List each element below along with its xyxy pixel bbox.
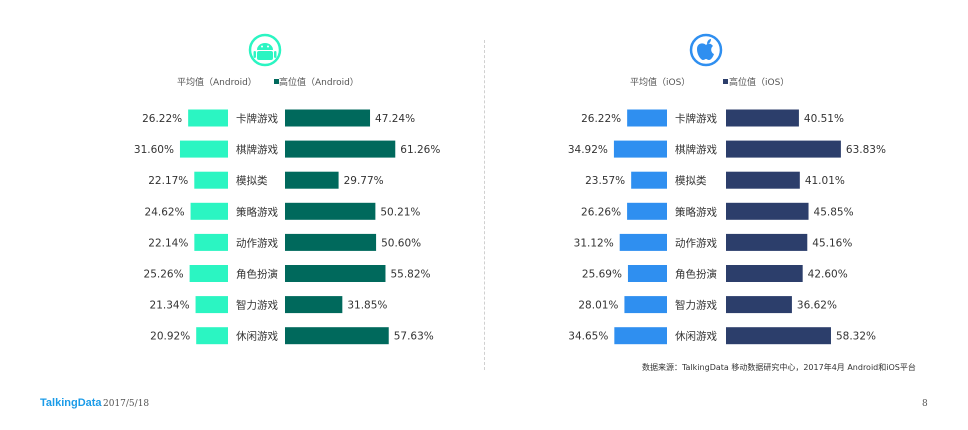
- avg-value-label-4: 22.14%: [148, 237, 188, 249]
- bar-avg-2: [631, 171, 667, 189]
- high-value-label-0: 40.51%: [804, 113, 844, 125]
- high-value-label-1: 63.83%: [846, 144, 886, 156]
- avg-value-label-3: 26.26%: [581, 206, 621, 218]
- bar-avg-4: [619, 233, 667, 251]
- avg-value-label-2: 23.57%: [585, 175, 625, 187]
- high-value-label-7: 58.32%: [836, 331, 876, 343]
- bar-avg-5: [189, 265, 228, 282]
- bar-avg-1: [613, 140, 667, 158]
- bar-avg-6: [624, 296, 667, 314]
- category-label-7: 休闲游戏: [236, 330, 278, 343]
- high-value-label-7: 57.63%: [394, 331, 434, 343]
- android-icon: [248, 33, 282, 67]
- bar-avg-3: [190, 202, 228, 220]
- bar-high-1: [726, 140, 841, 158]
- category-label-2: 模拟类: [675, 174, 707, 187]
- avg-value-label-4: 31.12%: [574, 237, 614, 249]
- high-value-label-5: 55.82%: [390, 269, 430, 281]
- category-label-5: 角色扮演: [675, 268, 717, 281]
- category-label-6: 智力游戏: [675, 299, 717, 312]
- legend-label-0: 平均值（iOS）: [630, 76, 690, 88]
- panel-divider: [484, 40, 485, 370]
- high-value-label-2: 29.77%: [344, 175, 384, 187]
- bar-high-5: [726, 265, 803, 282]
- bar-avg-0: [188, 109, 228, 127]
- high-value-label-4: 50.60%: [381, 237, 421, 249]
- bar-high-5: [285, 265, 386, 282]
- category-label-3: 策略游戏: [236, 205, 278, 218]
- category-label-6: 智力游戏: [236, 299, 278, 312]
- bar-high-1: [285, 140, 396, 158]
- category-label-0: 卡牌游戏: [236, 112, 278, 125]
- bar-high-7: [285, 327, 389, 345]
- category-label-4: 动作游戏: [236, 236, 278, 249]
- bar-avg-2: [194, 171, 228, 189]
- avg-value-label-5: 25.26%: [144, 269, 184, 281]
- bar-high-0: [285, 109, 371, 127]
- high-value-label-6: 31.85%: [347, 300, 387, 312]
- chart-panel-android: 平均值（Android） 高位值（Android） 26.22% 卡牌游戏 47.24%…: [134, 33, 440, 345]
- legend-label-1: 高位值（iOS）: [729, 76, 789, 88]
- high-value-label-3: 45.85%: [814, 206, 854, 218]
- bar-avg-3: [627, 202, 667, 220]
- bar-high-4: [726, 233, 808, 251]
- bar-high-6: [285, 296, 343, 314]
- bar-avg-5: [627, 265, 667, 282]
- avg-value-label-3: 24.62%: [145, 206, 185, 218]
- category-label-5: 角色扮演: [236, 268, 278, 281]
- bar-high-2: [726, 171, 800, 189]
- avg-value-label-2: 22.17%: [148, 175, 188, 187]
- avg-value-label-5: 25.69%: [582, 269, 622, 281]
- high-value-label-0: 47.24%: [375, 113, 415, 125]
- bar-high-2: [285, 171, 339, 189]
- avg-value-label-7: 34.65%: [568, 331, 608, 343]
- category-label-2: 模拟类: [236, 174, 268, 187]
- category-label-3: 策略游戏: [675, 205, 717, 218]
- source-note: 数据来源：TalkingData 移动数据研究中心，2017年4月 Androi…: [642, 363, 916, 372]
- page-number: 8: [922, 399, 928, 409]
- legend-swatch-1: [274, 79, 279, 84]
- footer-date: 2017/5/18: [103, 399, 150, 409]
- avg-value-label-6: 28.01%: [578, 300, 618, 312]
- bar-high-3: [726, 202, 809, 220]
- bar-avg-7: [196, 327, 228, 345]
- category-label-1: 棋牌游戏: [236, 143, 278, 156]
- avg-value-label-0: 26.22%: [142, 113, 182, 125]
- bar-avg-1: [179, 140, 228, 158]
- avg-value-label-6: 21.34%: [150, 300, 190, 312]
- bar-avg-4: [194, 233, 228, 251]
- bar-high-7: [726, 327, 831, 345]
- category-label-0: 卡牌游戏: [675, 112, 717, 125]
- footer-brand-logo: TalkingData: [40, 397, 102, 409]
- legend-swatch-1: [723, 79, 728, 84]
- high-value-label-2: 41.01%: [805, 175, 845, 187]
- bar-high-0: [726, 109, 799, 127]
- avg-value-label-1: 34.92%: [568, 144, 608, 156]
- high-value-label-1: 61.26%: [400, 144, 440, 156]
- bar-avg-6: [195, 296, 228, 314]
- category-label-1: 棋牌游戏: [675, 143, 717, 156]
- avg-value-label-1: 31.60%: [134, 144, 174, 156]
- bar-high-6: [726, 296, 792, 314]
- bar-avg-7: [614, 327, 667, 345]
- bar-high-3: [285, 202, 376, 220]
- category-label-4: 动作游戏: [675, 236, 717, 249]
- high-value-label-6: 36.62%: [797, 300, 837, 312]
- high-value-label-3: 50.21%: [380, 206, 420, 218]
- bar-avg-0: [627, 109, 667, 127]
- bar-high-4: [285, 233, 377, 251]
- category-label-7: 休闲游戏: [675, 330, 717, 343]
- legend-label-1: 高位值（Android）: [279, 76, 359, 88]
- avg-value-label-0: 26.22%: [581, 113, 621, 125]
- high-value-label-5: 42.60%: [808, 269, 848, 281]
- high-value-label-4: 45.16%: [812, 237, 852, 249]
- chart-panel-ios: 平均值（iOS） 高位值（iOS） 26.22% 卡牌游戏 40.51% 34.92% 棋牌…: [568, 33, 886, 345]
- avg-value-label-7: 20.92%: [150, 331, 190, 343]
- legend-label-0: 平均值（Android）: [177, 76, 257, 88]
- apple-icon: [689, 33, 723, 67]
